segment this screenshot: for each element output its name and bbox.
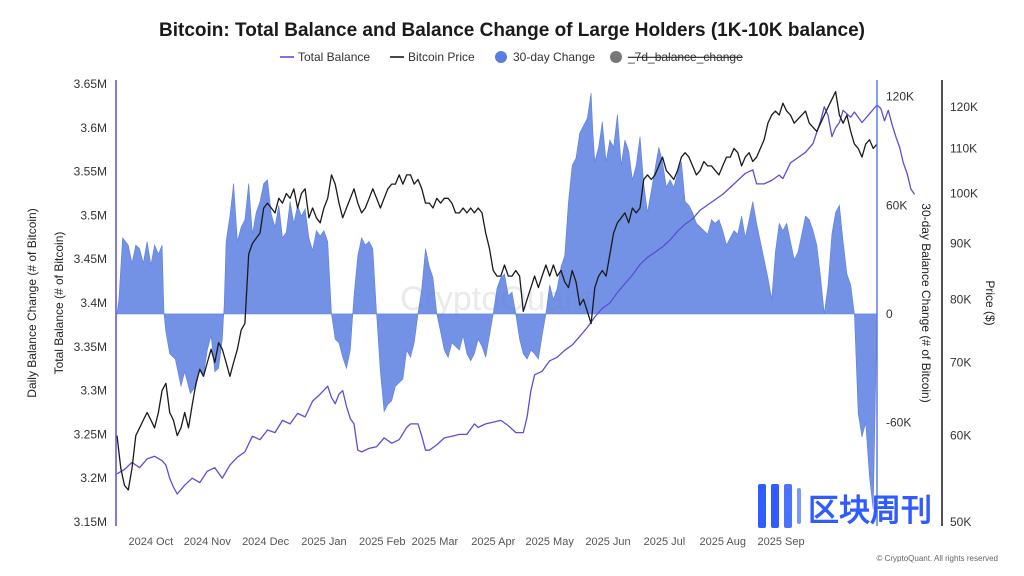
right-inner-tick-label: 0 [886,307,893,321]
x-tick-label: 2025 Jul [644,536,686,548]
x-tick-label: 2024 Dec [242,536,290,548]
right-inner-tick-label: 120K [886,90,914,104]
left-tick-label: 3.25M [74,427,107,441]
brand-text: 区块周刊 [808,493,932,529]
left-tick-label: 3.5M [80,208,107,222]
left-tick-label: 3.15M [74,515,107,529]
series-30-day-change-area [116,92,878,510]
right-tick-label: 70K [950,356,971,370]
series-bitcoin-price-line [116,90,878,491]
left-tick-label: 3.45M [74,252,107,266]
x-tick-label: 2025 Feb [359,536,405,548]
right-tick-label: 50K [950,515,971,529]
x-tick-label: 2025 Jun [585,536,630,548]
legend-item[interactable]: Total Balance [280,50,370,64]
right-tick-label: 110K [950,141,977,155]
right-inner-tick-label: 60K [886,198,907,212]
x-tick-label: 2025 Jan [301,536,346,548]
brand-logo: 区块周刊 [758,484,932,529]
legend-label: Bitcoin Price [408,50,475,64]
legend: Total Balance Bitcoin Price 30-day Change _… [280,50,743,64]
credit-text: © CryptoQuant. All rights reserved [877,554,999,563]
legend-label: Total Balance [298,50,370,64]
x-tick-label: 2025 Sep [758,536,805,548]
legend-label: 30-day Change [513,50,595,64]
right-tick-label: 80K [950,292,971,306]
legend-dot-swatch [495,51,507,63]
chart-title: Bitcoin: Total Balance and Balance Chang… [159,20,865,41]
x-tick-label: 2025 Aug [699,536,746,548]
series-total-balance-line [116,104,916,495]
legend-item[interactable]: _7d_balance_change [610,50,743,64]
x-tick-label: 2025 Mar [412,536,459,548]
x-tick-label: 2025 Apr [471,536,515,548]
right-inner-tick-label: -60K [886,415,911,429]
x-tick-label: 2024 Oct [129,536,174,548]
left-axis-title: Total Balance (# of Bitcoin) [52,232,66,375]
left-tick-label: 3.35M [74,340,107,354]
left-tick-label: 3.55M [74,165,107,179]
legend-item[interactable]: Bitcoin Price [390,50,475,64]
brand-icon [758,484,801,528]
x-tick-label: 2024 Nov [184,536,232,548]
legend-item[interactable]: 30-day Change [495,50,595,64]
left-tick-label: 3.3M [80,384,107,398]
axes: 3.15M 3.2M 3.25M 3.3M 3.35M 3.4M 3.45M 3.5M 3.55… [25,77,997,548]
legend-dot-swatch [610,51,622,63]
left-tick-label: 3.6M [80,121,107,135]
left-tick-label: 3.65M [74,77,107,91]
right-tick-label: 100K [950,187,978,201]
left-tick-label: 3.2M [80,471,107,485]
right-inner-axis-title: 30-day Balance Change (# of Bitcoin) [919,203,933,402]
plot-area [116,90,916,510]
x-tick-label: 2025 May [526,536,575,548]
left-outer-axis-title: Daily Balance Change (# of Bitcoin) [25,208,39,397]
right-axis-title: Price ($) [983,280,997,325]
right-tick-label: 120K [950,100,978,114]
right-tick-label: 90K [950,236,971,250]
right-tick-label: 60K [950,429,971,443]
legend-label: _7d_balance_change [627,50,743,64]
left-tick-label: 3.4M [80,296,107,310]
